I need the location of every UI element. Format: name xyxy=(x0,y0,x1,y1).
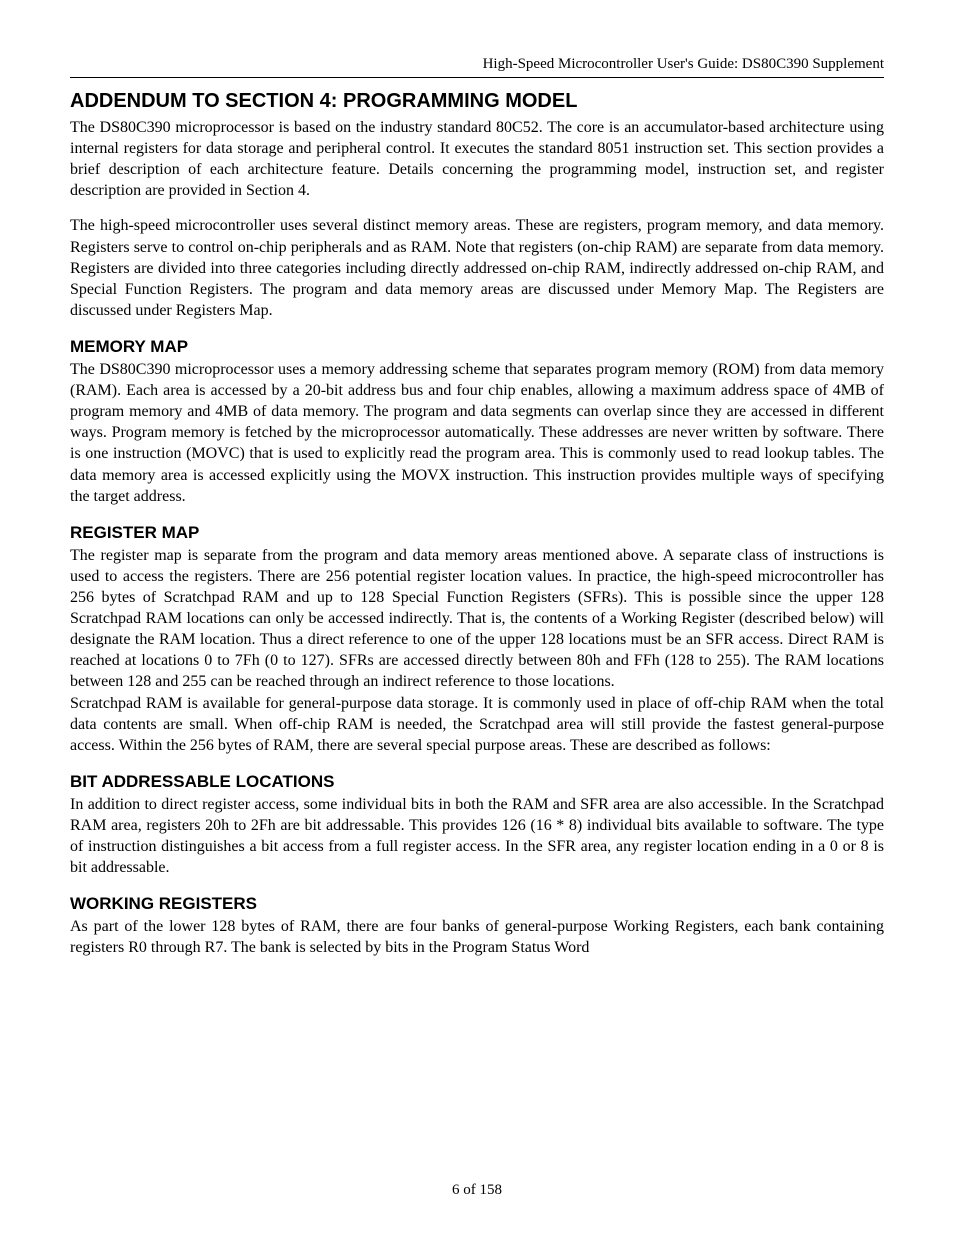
register-map-paragraph-2: Scratchpad RAM is available for general-… xyxy=(70,693,884,756)
memory-map-paragraph: The DS80C390 microprocessor uses a memor… xyxy=(70,359,884,507)
running-header: High-Speed Microcontroller User's Guide:… xyxy=(70,56,884,73)
intro-paragraph-1: The DS80C390 microprocessor is based on … xyxy=(70,117,884,201)
register-map-paragraph-1: The register map is separate from the pr… xyxy=(70,545,884,693)
main-heading: ADDENDUM TO SECTION 4: PROGRAMMING MODEL xyxy=(70,90,884,113)
section-heading-working-registers: WORKING REGISTERS xyxy=(70,894,884,914)
intro-paragraph-2: The high-speed microcontroller uses seve… xyxy=(70,215,884,321)
page-footer: 6 of 158 xyxy=(0,1182,954,1199)
working-registers-paragraph: As part of the lower 128 bytes of RAM, t… xyxy=(70,916,884,958)
document-page: High-Speed Microcontroller User's Guide:… xyxy=(0,0,954,1235)
header-rule xyxy=(70,77,884,78)
bit-addressable-paragraph: In addition to direct register access, s… xyxy=(70,794,884,878)
section-heading-memory-map: MEMORY MAP xyxy=(70,337,884,357)
section-heading-register-map: REGISTER MAP xyxy=(70,523,884,543)
section-heading-bit-addressable: BIT ADDRESSABLE LOCATIONS xyxy=(70,772,884,792)
